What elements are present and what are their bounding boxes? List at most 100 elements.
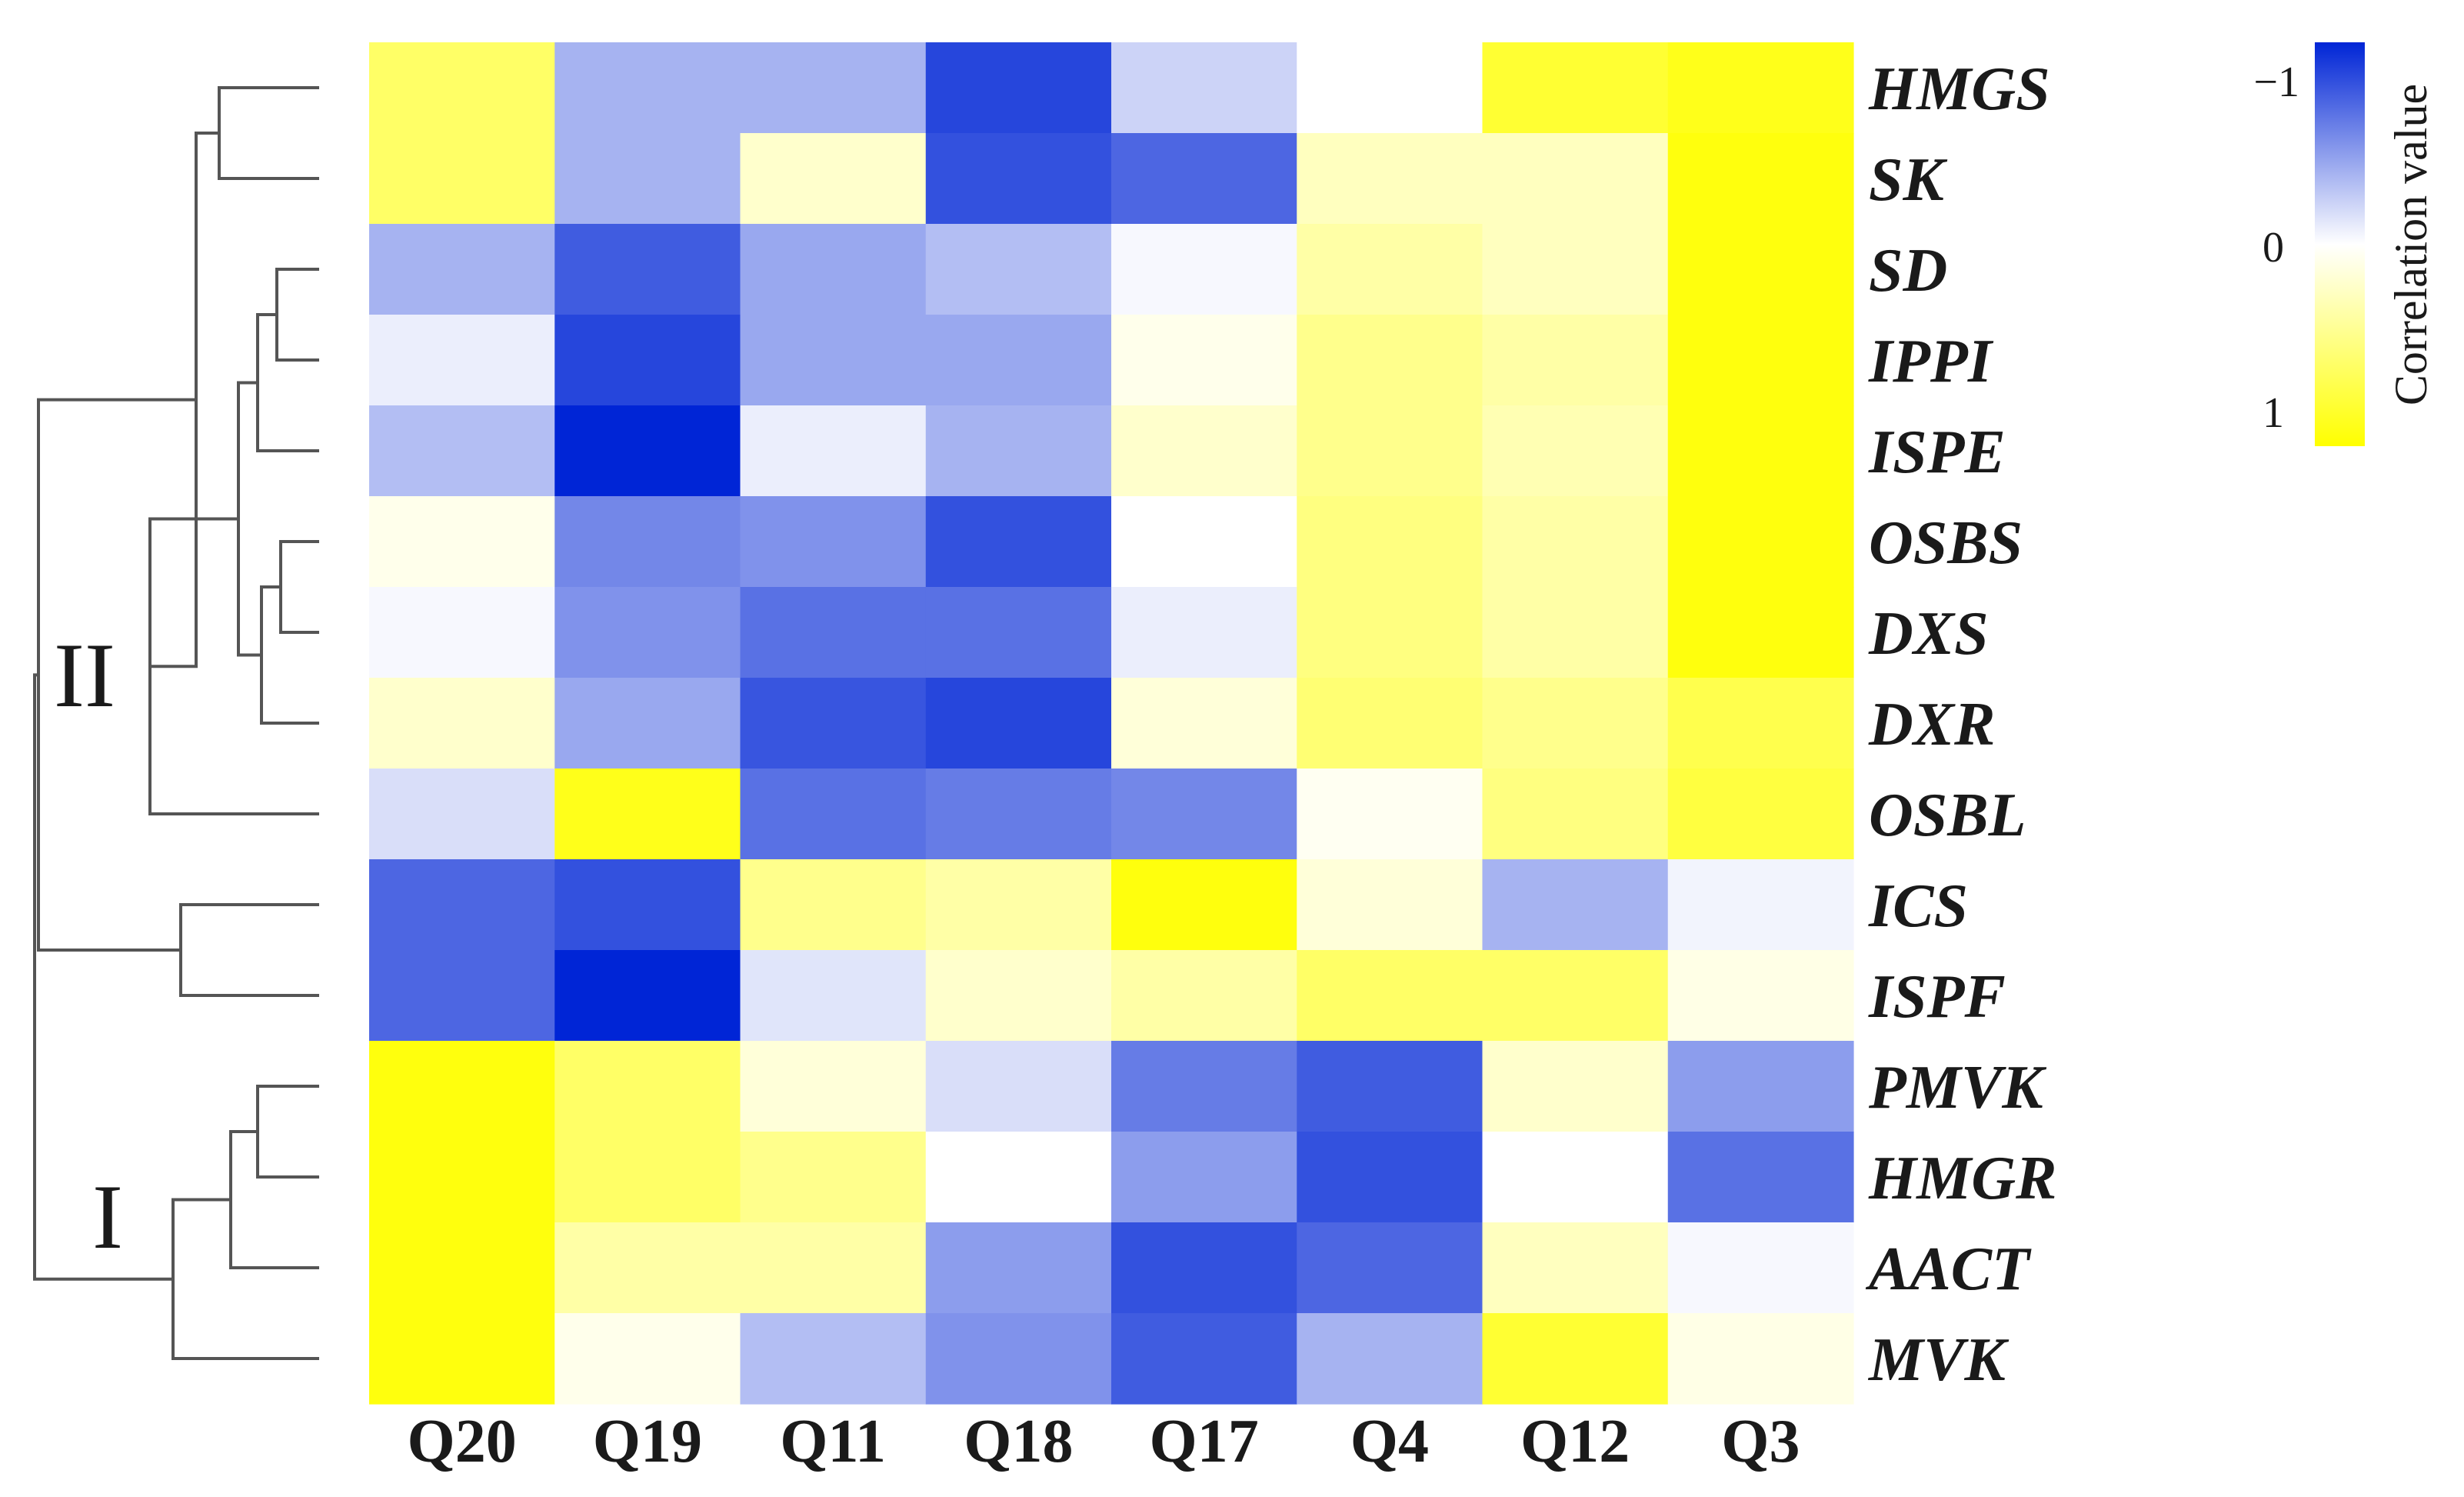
cell-aact-q19 xyxy=(554,1222,741,1314)
row-label-hmgr: HMGR xyxy=(1868,1145,2057,1212)
cluster-label-ii: II xyxy=(54,624,115,726)
row-label-osbl: OSBL xyxy=(1869,782,2026,849)
cell-mvk-q17 xyxy=(1111,1313,1297,1405)
cell-osbs-q18 xyxy=(925,496,1112,588)
cell-ippi-q4 xyxy=(1297,315,1483,406)
cell-mvk-q11 xyxy=(740,1313,927,1405)
cell-ics-q11 xyxy=(740,859,927,951)
cell-ics-q4 xyxy=(1297,859,1483,951)
cell-aact-q11 xyxy=(740,1222,927,1314)
cell-sd-q11 xyxy=(740,224,927,315)
cell-dxs-q12 xyxy=(1482,587,1669,678)
cell-dxs-q20 xyxy=(369,587,555,678)
cell-pmvk-q11 xyxy=(740,1041,927,1132)
row-label-mvk: MVK xyxy=(1867,1326,2009,1394)
cell-hmgs-q18 xyxy=(925,42,1112,134)
cell-mvk-q12 xyxy=(1482,1313,1669,1405)
cell-sd-q12 xyxy=(1482,224,1669,315)
colorbar-title: Correlation value xyxy=(2386,84,2436,405)
cell-sk-q19 xyxy=(554,133,741,225)
dendrogram-branch-pmvk-aact xyxy=(229,1130,319,1269)
cell-mvk-q3 xyxy=(1667,1313,1854,1405)
colorbar-gradient xyxy=(2315,42,2365,446)
column-labels: Q20 Q19 Q11 Q18 Q17 Q4 Q12 Q3 xyxy=(408,1408,1800,1475)
cell-hmgs-q20 xyxy=(369,42,555,134)
column-label-q3: Q3 xyxy=(1721,1408,1800,1475)
cell-dxr-q17 xyxy=(1111,678,1297,769)
cell-ispe-q19 xyxy=(554,405,741,497)
cell-hmgs-q3 xyxy=(1667,42,1854,134)
cell-hmgr-q18 xyxy=(925,1132,1112,1223)
cell-sk-q4 xyxy=(1297,133,1483,225)
cell-osbl-q4 xyxy=(1297,769,1483,860)
cell-sd-q4 xyxy=(1297,224,1483,315)
cell-osbs-q20 xyxy=(369,496,555,588)
cluster-label-i: I xyxy=(92,1165,123,1268)
cell-ispe-q4 xyxy=(1297,405,1483,497)
cell-dxr-q11 xyxy=(740,678,927,769)
cell-ics-q3 xyxy=(1667,859,1854,951)
cell-sk-q11 xyxy=(740,133,927,225)
cell-aact-q3 xyxy=(1667,1222,1854,1314)
row-label-ispe: ISPE xyxy=(1868,418,2006,486)
cell-osbl-q12 xyxy=(1482,769,1669,860)
cell-ippi-q17 xyxy=(1111,315,1297,406)
cell-hmgr-q20 xyxy=(369,1132,555,1223)
cell-ics-q17 xyxy=(1111,859,1297,951)
cell-ippi-q18 xyxy=(925,315,1112,406)
column-label-q17: Q17 xyxy=(1150,1408,1259,1475)
cell-pmvk-q20 xyxy=(369,1041,555,1132)
cell-mvk-q20 xyxy=(369,1313,555,1405)
column-label-q19: Q19 xyxy=(593,1408,702,1475)
cell-pmvk-q12 xyxy=(1482,1041,1669,1132)
cell-pmvk-q17 xyxy=(1111,1041,1297,1132)
cell-mvk-q4 xyxy=(1297,1313,1483,1405)
cell-pmvk-q18 xyxy=(925,1041,1112,1132)
row-labels: HMGS SK SD IPPI ISPE OSBS DXS DXR OSBL ICS ISPF PMV… xyxy=(1865,55,2057,1394)
cell-hmgs-q12 xyxy=(1482,42,1669,134)
column-label-q18: Q18 xyxy=(964,1408,1073,1475)
cell-ics-q18 xyxy=(925,859,1112,951)
cell-hmgr-q12 xyxy=(1482,1132,1669,1223)
cell-dxr-q19 xyxy=(554,678,741,769)
cell-osbs-q3 xyxy=(1667,496,1854,588)
column-label-q20: Q20 xyxy=(408,1408,517,1475)
cell-hmgs-q4 xyxy=(1297,42,1483,134)
column-label-q11: Q11 xyxy=(780,1408,886,1475)
cell-osbs-q12 xyxy=(1482,496,1669,588)
cell-osbl-q20 xyxy=(369,769,555,860)
cell-osbl-q3 xyxy=(1667,769,1854,860)
cell-ippi-q12 xyxy=(1482,315,1669,406)
dendrogram-branch-osbs-dxs xyxy=(279,540,319,634)
dendrogram-cluster-i xyxy=(171,1198,319,1360)
cell-sk-q20 xyxy=(369,133,555,225)
cell-ispf-q18 xyxy=(925,950,1112,1042)
cell-ispe-q18 xyxy=(925,405,1112,497)
cell-ispf-q19 xyxy=(554,950,741,1042)
cell-ippi-q11 xyxy=(740,315,927,406)
row-label-sd: SD xyxy=(1869,237,1947,305)
cell-ics-q12 xyxy=(1482,859,1669,951)
cell-hmgr-q4 xyxy=(1297,1132,1483,1223)
dendrogram-branch-ics-ispf xyxy=(179,903,319,997)
cell-ippi-q20 xyxy=(369,315,555,406)
cell-hmgr-q11 xyxy=(740,1132,927,1223)
cell-ispe-q20 xyxy=(369,405,555,497)
row-label-osbs: OSBS xyxy=(1869,509,2023,577)
row-label-ippi: IPPI xyxy=(1868,328,1994,395)
row-label-dxr: DXR xyxy=(1868,691,1996,759)
cell-mvk-q19 xyxy=(554,1313,741,1405)
cell-ispf-q4 xyxy=(1297,950,1483,1042)
cell-aact-q4 xyxy=(1297,1222,1483,1314)
dendrogram-branch-hmgs-sk xyxy=(218,86,319,180)
color-legend: −1 0 1 Correlation value xyxy=(2253,42,2436,446)
cell-aact-q18 xyxy=(925,1222,1112,1314)
dendrogram-branch-pmvk-hmgr xyxy=(256,1085,319,1179)
cell-osbl-q18 xyxy=(925,769,1112,860)
cell-osbs-q17 xyxy=(1111,496,1297,588)
cell-ispe-q11 xyxy=(740,405,927,497)
cell-osbs-q11 xyxy=(740,496,927,588)
heatmap-cells xyxy=(369,42,1854,1405)
cell-sd-q20 xyxy=(369,224,555,315)
row-label-ics: ICS xyxy=(1868,872,1968,940)
